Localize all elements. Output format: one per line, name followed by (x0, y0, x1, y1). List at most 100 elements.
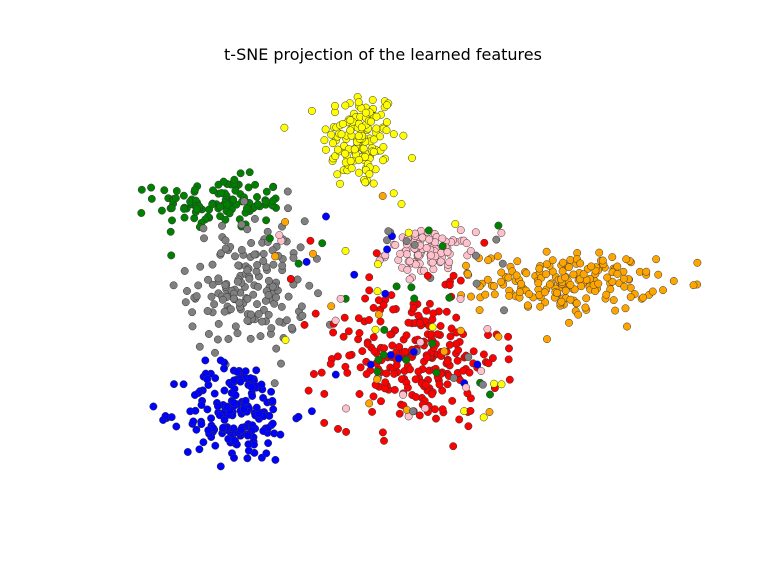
scatter-point (378, 428, 387, 437)
scatter-point (471, 228, 480, 237)
scatter-point (172, 422, 181, 431)
scatter-point (157, 206, 166, 215)
scatter-point (268, 396, 277, 405)
scatter-point (481, 290, 490, 299)
scatter-point (504, 355, 513, 364)
scatter-point-noise (306, 236, 315, 245)
scatter-point (534, 279, 543, 288)
scatter-point (243, 225, 252, 234)
scatter-point (369, 179, 378, 188)
scatter-point (216, 202, 225, 211)
scatter-point (380, 436, 388, 445)
scatter-point (320, 389, 329, 398)
scatter-point (282, 316, 291, 325)
scatter-point-noise (350, 270, 359, 279)
scatter-point (320, 418, 329, 427)
scatter-point-noise (410, 294, 419, 303)
scatter-point-noise (436, 257, 445, 266)
scatter-point (359, 144, 368, 153)
scatter-point-noise (497, 228, 506, 237)
scatter-point (191, 185, 199, 194)
scatter-point (259, 305, 268, 314)
scatter-point (445, 340, 454, 349)
scatter-point (427, 390, 436, 399)
scatter-point (455, 415, 464, 424)
scatter-point (572, 299, 581, 308)
scatter-point (432, 414, 440, 423)
scatter-point (365, 273, 374, 282)
scatter-point (409, 304, 418, 313)
scatter-point (309, 370, 318, 378)
scatter-point-noise (272, 293, 281, 302)
scatter-point-noise (410, 240, 419, 249)
scatter-point (248, 392, 257, 400)
scatter-point (354, 98, 363, 107)
scatter-point (505, 291, 514, 300)
scatter-point (289, 253, 298, 262)
scatter-point (639, 293, 648, 302)
scatter-point (621, 304, 630, 313)
scatter-point-noise (336, 294, 345, 303)
scatter-point (454, 346, 463, 355)
scatter-point (438, 234, 447, 243)
scatter-point (259, 257, 268, 266)
scatter-point-noise (466, 406, 475, 415)
scatter-point (356, 363, 365, 372)
scatter-point (204, 330, 213, 338)
scatter-point-noise (490, 282, 498, 291)
scatter-point-noise (456, 295, 465, 303)
scatter-point (243, 316, 252, 325)
scatter-point (622, 255, 631, 264)
scatter-point (171, 194, 180, 203)
scatter-point (215, 411, 224, 420)
scatter-point (199, 224, 208, 233)
scatter-point (436, 322, 445, 330)
scatter-point (196, 262, 205, 271)
scatter-point (402, 331, 411, 340)
scatter-point (298, 311, 307, 320)
scatter-point (204, 426, 213, 435)
scatter-point (354, 314, 363, 323)
scatter-point-noise (485, 408, 494, 416)
scatter-point (517, 279, 526, 288)
scatter-point (262, 216, 271, 225)
scatter-point (389, 130, 398, 139)
scatter-point (243, 266, 252, 275)
scatter-point (433, 330, 442, 339)
scatter-point-noise (494, 332, 503, 341)
scatter-points (137, 93, 702, 471)
scatter-point (183, 287, 191, 295)
scatter-point (361, 178, 370, 187)
scatter-point (608, 277, 617, 286)
scatter-point (382, 369, 391, 378)
scatter-point-noise (318, 239, 327, 248)
scatter-point (443, 357, 452, 366)
scatter-point-noise (445, 293, 454, 302)
scatter-point (237, 220, 246, 229)
scatter-point (189, 417, 198, 426)
scatter-point (180, 213, 189, 222)
scatter-point (334, 424, 342, 433)
scatter-point (344, 327, 353, 336)
scatter-point (214, 274, 223, 283)
scatter-point-noise (281, 336, 290, 344)
scatter-point (190, 391, 199, 399)
scatter-point-noise (440, 347, 449, 356)
scatter-point (429, 309, 438, 318)
scatter-point (611, 306, 620, 315)
scatter-point (381, 378, 390, 387)
scatter-point (236, 169, 245, 178)
scatter-point (594, 279, 603, 288)
scatter-point (445, 258, 454, 267)
scatter-point (415, 411, 424, 420)
scatter-point (243, 294, 252, 303)
scatter-point (355, 168, 363, 177)
scatter-point (262, 187, 271, 196)
scatter-point (340, 313, 349, 322)
scatter-point (235, 298, 244, 307)
scatter-point (229, 376, 238, 385)
scatter-point-noise (384, 227, 393, 236)
scatter-point (216, 462, 225, 471)
scatter-point (652, 255, 661, 264)
scatter-point (229, 398, 238, 407)
